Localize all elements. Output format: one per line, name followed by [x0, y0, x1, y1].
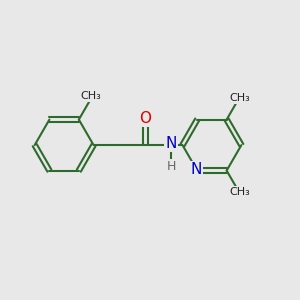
Text: CH₃: CH₃ — [230, 187, 250, 197]
Text: H: H — [167, 160, 176, 173]
Text: O: O — [140, 111, 152, 126]
Text: CH₃: CH₃ — [230, 93, 250, 103]
Text: CH₃: CH₃ — [80, 92, 101, 101]
Text: N: N — [191, 162, 202, 177]
Text: N: N — [166, 136, 177, 151]
